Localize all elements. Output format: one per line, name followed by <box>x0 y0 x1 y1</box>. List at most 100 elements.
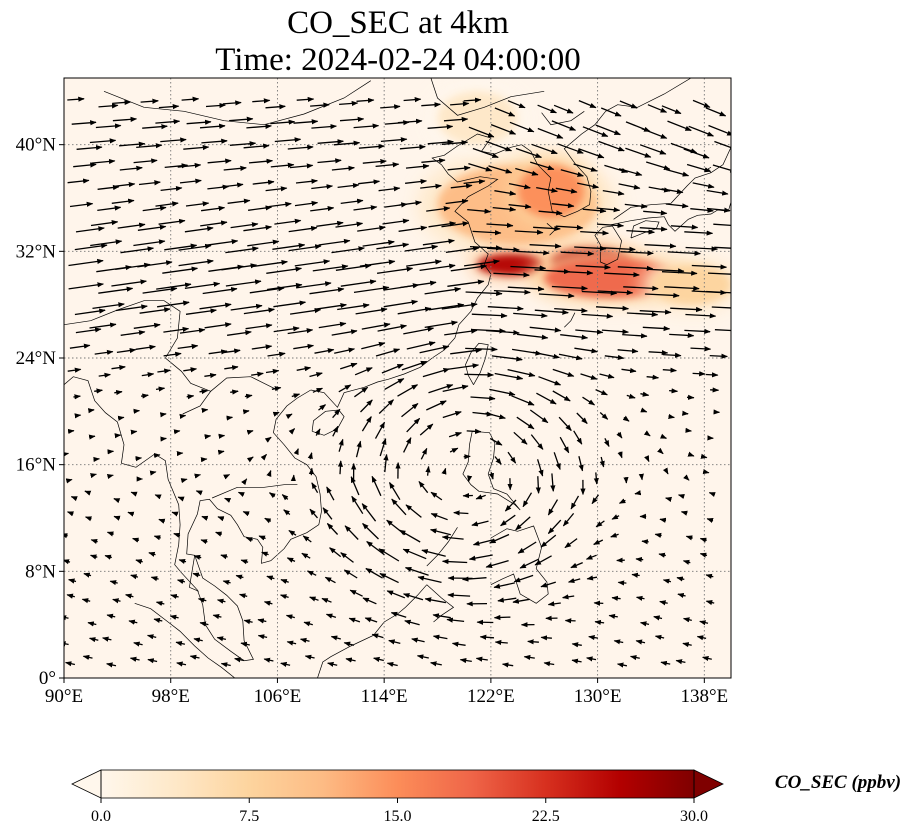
wind-vector <box>448 363 480 370</box>
wind-vector <box>613 639 624 645</box>
wind-vector <box>202 286 238 295</box>
wind-vector <box>104 554 112 560</box>
wind-vector <box>578 99 597 109</box>
wind-vector <box>511 395 535 406</box>
wind-vector <box>321 597 332 604</box>
wind-vector <box>428 384 454 394</box>
wind-vector <box>137 224 167 231</box>
wind-vector <box>602 189 625 196</box>
wind-vector <box>617 580 627 586</box>
wind-vector <box>340 279 377 287</box>
wind-vector <box>98 372 111 378</box>
wind-vector <box>593 472 599 485</box>
wind-vector <box>547 519 562 534</box>
wind-vector <box>71 120 97 126</box>
wind-vector <box>345 657 356 663</box>
colorbar-title: CO_SEC (ppbv) <box>775 772 901 793</box>
wind-vector <box>432 634 448 640</box>
wind-vector <box>643 430 651 437</box>
wind-vector <box>534 555 552 566</box>
colorbar-tick-label: 22.5 <box>532 808 560 825</box>
wind-vector <box>428 302 465 311</box>
wind-vector <box>287 328 314 335</box>
wind-vector <box>618 498 626 504</box>
wind-vector <box>441 558 468 565</box>
wind-vector <box>619 100 638 109</box>
wind-vector <box>283 509 291 516</box>
plume-pacific-tail <box>640 257 731 312</box>
wind-vector <box>709 353 728 359</box>
wind-vector <box>424 320 458 329</box>
wind-vector <box>535 476 541 494</box>
wind-vector <box>195 490 203 496</box>
wind-vector <box>360 399 373 413</box>
wind-vector <box>571 642 582 648</box>
wind-vector <box>142 205 167 212</box>
wind-vector <box>135 344 156 350</box>
wind-vector <box>560 251 595 257</box>
wind-vector <box>705 107 727 117</box>
wind-vector <box>67 367 82 373</box>
wind-vector <box>150 576 159 582</box>
wind-vector <box>692 182 715 189</box>
wind-vector <box>622 415 630 422</box>
wind-vector <box>265 368 280 375</box>
wind-vector <box>274 137 302 143</box>
wind-vector <box>430 661 442 667</box>
wind-vector <box>493 289 531 295</box>
plume-northern-faint <box>427 82 528 154</box>
wind-vector <box>309 596 319 602</box>
wind-vector <box>616 431 623 439</box>
wind-vector <box>680 510 688 516</box>
wind-vector <box>508 203 532 210</box>
wind-vector <box>355 440 362 458</box>
wind-vector <box>631 572 640 578</box>
wind-vector <box>578 456 584 472</box>
wind-vector <box>635 639 646 645</box>
wind-vector <box>264 436 272 443</box>
wind-vector <box>120 246 155 254</box>
coastline-segment <box>541 111 585 126</box>
wind-vector <box>555 224 584 231</box>
wind-vector <box>640 391 650 397</box>
wind-vector <box>599 373 615 379</box>
wind-vectors <box>64 96 731 668</box>
wind-vector <box>595 124 621 136</box>
wind-vector <box>307 452 313 460</box>
wind-vector <box>690 346 712 352</box>
wind-vector <box>94 349 114 355</box>
wind-vector <box>494 372 524 381</box>
wind-vector <box>264 517 272 524</box>
wind-vector <box>81 598 91 604</box>
wind-vector <box>416 654 429 660</box>
wind-vector <box>247 239 280 247</box>
wind-vector <box>358 143 385 150</box>
wind-vector <box>358 179 381 185</box>
wind-vector <box>160 137 187 143</box>
wind-vector <box>466 428 482 434</box>
wind-vector <box>317 158 342 164</box>
wind-vector <box>699 552 708 558</box>
wind-vector <box>335 221 364 228</box>
wind-vector <box>417 575 442 584</box>
wind-vector <box>314 428 321 436</box>
wind-vector <box>193 554 202 560</box>
coastline-segment <box>594 225 622 266</box>
wind-vector <box>557 270 594 276</box>
coastline-segment <box>64 376 322 662</box>
wind-vector <box>383 299 419 308</box>
wind-vector <box>87 408 95 414</box>
wind-vector <box>175 640 186 647</box>
wind-vector <box>237 491 245 498</box>
wind-vector <box>670 306 703 313</box>
wind-vector <box>163 351 182 357</box>
colorbar-ticks: 0.0 7.5 15.0 22.5 30.0 <box>91 798 708 825</box>
wind-vector <box>379 438 387 457</box>
colorbar-body <box>101 770 694 798</box>
wind-vector <box>68 258 104 267</box>
wind-vector <box>468 126 495 138</box>
wind-vector <box>280 661 291 667</box>
wind-vector <box>441 302 478 310</box>
colorbar-max-extension <box>693 769 724 799</box>
wind-vector <box>141 372 155 378</box>
